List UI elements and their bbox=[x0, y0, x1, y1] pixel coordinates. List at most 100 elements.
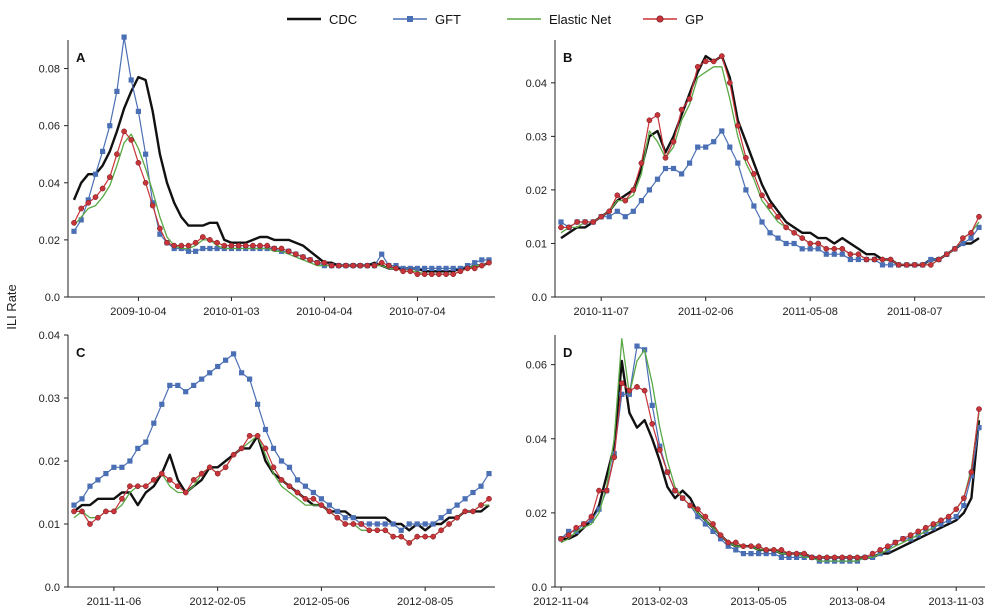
data-point bbox=[794, 554, 800, 560]
data-point bbox=[976, 224, 982, 230]
data-point bbox=[135, 159, 142, 166]
data-point bbox=[200, 245, 206, 252]
data-point bbox=[390, 533, 397, 540]
data-point bbox=[960, 235, 966, 241]
data-point bbox=[751, 171, 757, 177]
data-point bbox=[646, 117, 653, 124]
data-point bbox=[382, 527, 389, 534]
data-point bbox=[799, 246, 805, 252]
y-tick-label: 0.04 bbox=[526, 78, 547, 90]
data-point bbox=[87, 483, 93, 489]
data-point bbox=[119, 464, 125, 470]
data-point bbox=[134, 483, 141, 490]
data-point bbox=[462, 496, 468, 502]
data-point bbox=[634, 384, 640, 390]
data-point bbox=[454, 502, 460, 508]
data-point bbox=[438, 515, 444, 521]
data-point bbox=[310, 495, 317, 502]
data-point bbox=[400, 268, 406, 275]
data-point bbox=[871, 256, 878, 263]
x-tick-label: 2013-08-04 bbox=[829, 596, 885, 608]
data-point bbox=[479, 257, 485, 263]
data-point bbox=[743, 187, 749, 193]
data-point bbox=[711, 139, 717, 145]
data-point bbox=[976, 213, 982, 220]
data-point bbox=[687, 160, 693, 166]
data-point bbox=[366, 521, 372, 527]
data-point bbox=[335, 262, 342, 269]
data-point bbox=[670, 165, 677, 172]
data-point bbox=[85, 197, 91, 203]
data-point bbox=[100, 148, 106, 154]
data-point bbox=[457, 265, 463, 271]
y-tick-label: 0.04 bbox=[526, 434, 547, 446]
data-point bbox=[606, 214, 612, 220]
data-point bbox=[390, 521, 396, 527]
legend-item-cdc: CDC bbox=[287, 12, 357, 27]
series-line bbox=[561, 359, 981, 559]
data-point bbox=[206, 464, 213, 471]
data-point bbox=[824, 554, 830, 561]
data-point bbox=[142, 483, 149, 490]
panel-letter: D bbox=[563, 345, 572, 360]
x-tick-label: 2010-11-07 bbox=[573, 306, 628, 318]
data-point bbox=[622, 214, 628, 220]
data-point bbox=[307, 257, 313, 263]
data-point bbox=[710, 58, 717, 65]
data-point bbox=[847, 256, 853, 263]
x-tick-label: 2012-11-04 bbox=[533, 596, 588, 608]
data-point bbox=[436, 265, 442, 271]
series-gft bbox=[71, 351, 492, 533]
series-cdc bbox=[561, 359, 981, 559]
data-point bbox=[270, 445, 277, 451]
data-point bbox=[92, 194, 99, 200]
data-point bbox=[150, 477, 157, 483]
data-point bbox=[422, 533, 429, 540]
data-point bbox=[694, 506, 701, 513]
data-point bbox=[919, 262, 926, 268]
data-point bbox=[846, 554, 853, 561]
data-point bbox=[334, 508, 340, 514]
y-tick-label: 0.01 bbox=[526, 238, 547, 250]
x-tick-label: 2012-08-05 bbox=[397, 596, 453, 608]
data-point bbox=[863, 256, 870, 263]
data-point bbox=[911, 262, 918, 268]
data-point bbox=[166, 477, 173, 483]
data-point bbox=[703, 144, 709, 150]
data-point bbox=[239, 370, 245, 376]
data-point bbox=[443, 271, 449, 278]
data-point bbox=[771, 551, 777, 557]
data-point bbox=[318, 496, 324, 502]
data-point bbox=[748, 543, 754, 550]
data-point bbox=[580, 521, 587, 527]
data-point bbox=[92, 171, 99, 177]
data-point bbox=[638, 160, 645, 166]
data-point bbox=[430, 533, 436, 540]
data-point bbox=[142, 179, 149, 186]
data-point bbox=[927, 262, 934, 268]
data-point bbox=[823, 245, 830, 252]
data-point bbox=[702, 513, 709, 520]
x-tick-label: 2013-11-03 bbox=[928, 596, 983, 608]
data-point bbox=[614, 192, 621, 199]
x-tick-label: 2011-02-06 bbox=[678, 306, 733, 318]
data-point bbox=[278, 245, 285, 252]
data-point bbox=[960, 240, 966, 247]
data-point bbox=[71, 502, 77, 508]
x-tick-label: 2013-05-05 bbox=[730, 596, 786, 608]
data-point bbox=[799, 235, 806, 241]
data-point bbox=[743, 154, 749, 161]
data-point bbox=[968, 473, 974, 479]
data-point bbox=[198, 470, 205, 477]
y-tick-label: 0.03 bbox=[39, 393, 60, 405]
data-point bbox=[151, 420, 157, 426]
data-point bbox=[470, 489, 476, 496]
data-point bbox=[775, 235, 781, 241]
data-point bbox=[214, 470, 221, 477]
data-point bbox=[879, 256, 886, 263]
data-point bbox=[855, 251, 862, 258]
data-point bbox=[654, 176, 661, 182]
panel-c: 0.0 0.01 0.02 0.03 0.04 2011-11-06 2012-02-05 2… bbox=[39, 330, 495, 608]
data-point bbox=[171, 245, 177, 252]
data-point bbox=[107, 123, 113, 129]
